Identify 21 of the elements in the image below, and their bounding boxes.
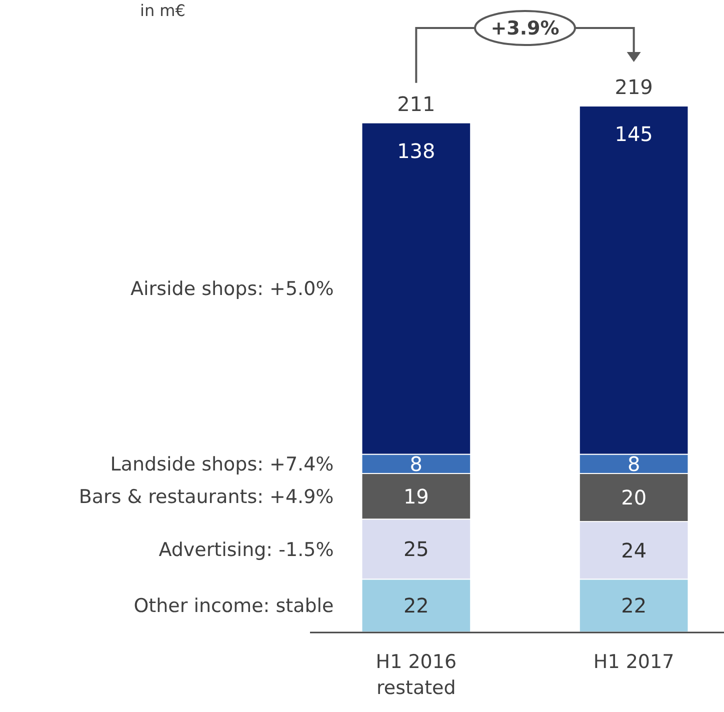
data-label: 8 bbox=[627, 452, 640, 476]
series-label: Advertising: -1.5% bbox=[158, 538, 334, 561]
series-label: Airside shops: +5.0% bbox=[130, 278, 334, 300]
data-label: 138 bbox=[397, 138, 436, 163]
data-label: 145 bbox=[614, 122, 653, 146]
total-label: 219 bbox=[614, 75, 653, 99]
text: in m€ bbox=[140, 1, 186, 20]
data-label: 24 bbox=[621, 538, 647, 562]
data-label: 25 bbox=[403, 537, 429, 562]
series-label: Bars & restaurants: +4.9% bbox=[78, 486, 334, 508]
data-label: 8 bbox=[410, 452, 423, 476]
text: +3.9% bbox=[490, 18, 560, 40]
x-tick-label: H1 2017 bbox=[593, 651, 674, 673]
series-label: Other income: stable bbox=[134, 595, 334, 618]
data-label: 19 bbox=[403, 484, 429, 508]
x-tick-label: H1 2016 restated bbox=[376, 651, 457, 699]
series-label: Landside shops: +7.4% bbox=[110, 454, 334, 476]
data-label: 22 bbox=[621, 594, 647, 618]
data-label: 22 bbox=[403, 594, 429, 618]
data-label: 20 bbox=[621, 486, 647, 510]
total-label: 211 bbox=[397, 92, 436, 116]
